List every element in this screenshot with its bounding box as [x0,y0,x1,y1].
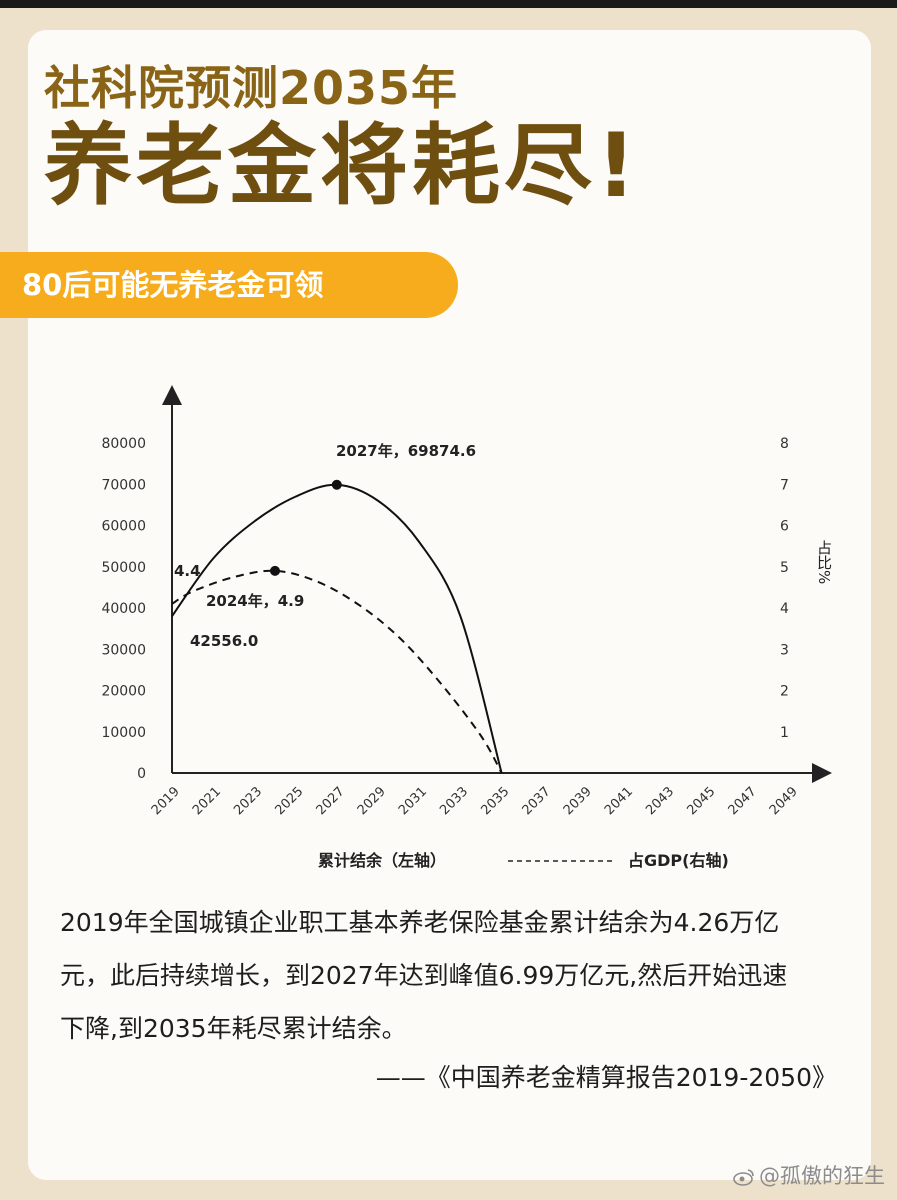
x-tick-label: 2023 [231,784,265,818]
series-balance-line [171,483,503,774]
x-tick-label: 2037 [520,784,554,818]
annotation-start-right: 4.4 [174,562,201,580]
x-tick-label: 2019 [149,784,183,818]
title-line-1: 社科院预测2035年 [44,61,459,115]
left-tick-label: 0 [137,766,146,782]
pension-chart: 0 10000 20000 30000 40000 50000 60000 70000 8000… [101,385,833,870]
right-tick-label: 7 [780,477,789,493]
subtitle-banner: 80后可能无养老金可领 [0,252,458,318]
left-tick-label: 30000 [101,642,146,658]
left-tick-label: 20000 [101,684,146,700]
annotation-peak-left: 2027年，69874.6 [336,442,476,460]
x-tick-label: 2043 [643,784,677,818]
x-tick-label: 2027 [314,784,348,818]
left-tick-label: 70000 [101,477,146,493]
left-tick-label: 60000 [101,519,146,535]
right-tick-label: 2 [780,684,789,700]
watermark-text: @孤傲的狂生 [759,1164,885,1188]
weibo-icon [733,1169,754,1186]
legend-solid-label: 累计结余（左轴） [318,851,446,870]
source-citation: ——《中国养老金精算报告2019-2050》 [375,1063,837,1092]
peak-marker [331,479,342,490]
top-bar [0,0,897,8]
right-axis-ticks: 1 2 3 4 5 6 7 8 [780,436,789,741]
legend-dashed-label: 占GDP(右轴) [628,851,729,870]
x-tick-label: 2021 [190,784,224,818]
poster-card [28,30,871,1180]
x-tick-label: 2045 [684,784,718,818]
subtitle-banner-text: 80后可能无养老金可领 [22,268,324,302]
annotation-start-left: 42556.0 [190,632,258,650]
description-paragraph: 2019年全国城镇企业职工基本养老保险基金累计结余为4.26万亿元，此后持续增长… [60,908,788,1043]
x-tick-label: 2025 [272,784,306,818]
left-tick-label: 80000 [101,436,146,452]
x-tick-label: 2033 [437,784,471,818]
peak-marker [270,565,280,576]
right-axis-label: 占比% [815,540,833,584]
right-tick-label: 5 [780,560,789,576]
left-tick-label: 50000 [101,560,146,576]
left-tick-label: 10000 [101,725,146,741]
watermark: @孤傲的狂生 [733,1160,885,1190]
series-gdp-share-line [171,569,503,774]
x-tick-label: 2029 [355,784,389,818]
x-tick-label: 2049 [767,784,801,818]
x-tick-label: 2031 [396,784,430,818]
x-tick-label: 2041 [602,784,636,818]
right-tick-label: 8 [780,436,789,452]
right-tick-label: 4 [780,601,789,617]
x-tick-label: 2047 [726,784,760,818]
left-axis-ticks: 0 10000 20000 30000 40000 50000 60000 70000 8000… [101,436,146,782]
x-tick-label: 2035 [478,784,512,818]
right-tick-label: 1 [780,725,789,741]
right-tick-label: 6 [780,519,789,535]
x-tick-label: 2039 [561,784,595,818]
markers-group [270,479,342,576]
series-group [171,483,503,774]
title-line-2: 养老金将耗尽! [44,114,641,217]
left-tick-label: 40000 [101,601,146,617]
right-tick-label: 3 [780,642,789,658]
annotation-peak-right: 2024年，4.9 [206,592,304,610]
x-axis-ticks: 2019 2021 2023 2025 2027 2029 2031 2033 2035 2037… [149,784,801,818]
